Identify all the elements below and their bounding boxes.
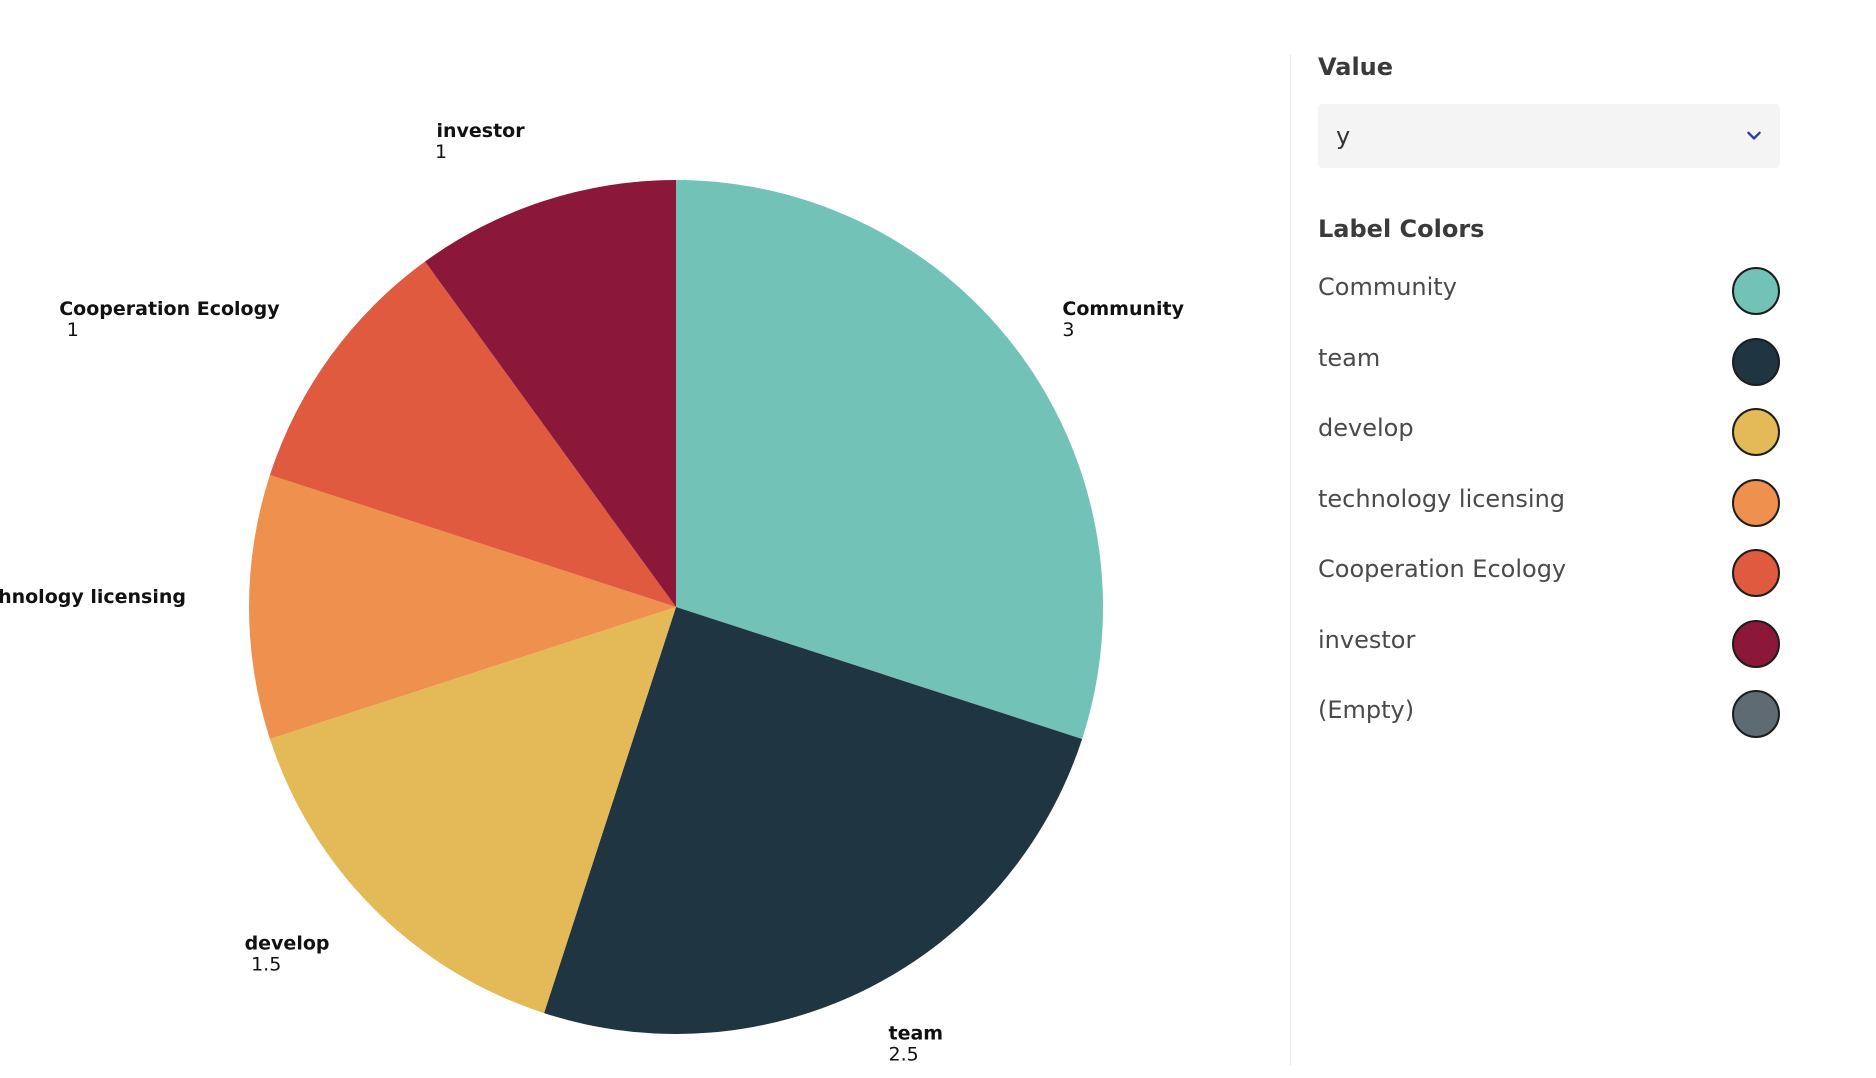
color-swatch[interactable] xyxy=(1732,408,1780,457)
legend-label: technology licensing xyxy=(1318,484,1566,513)
slice-label-name: Community xyxy=(1062,298,1184,320)
legend-label: investor xyxy=(1318,625,1416,654)
color-swatch[interactable] xyxy=(1732,267,1780,316)
slice-label: technology licensing1 xyxy=(0,586,186,608)
slice-label-name: investor xyxy=(436,120,525,142)
legend-item: team xyxy=(1318,327,1780,398)
slice-label-name: technology licensing xyxy=(0,586,186,608)
value-select-current: y xyxy=(1336,122,1351,150)
legend-label: (Empty) xyxy=(1318,696,1415,725)
color-swatch[interactable] xyxy=(1732,690,1780,739)
pie-slice-technology-licensing[interactable] xyxy=(249,475,677,739)
slice-label-value: 2.5 xyxy=(889,1044,919,1066)
slice-label-name: team xyxy=(889,1023,944,1045)
color-swatch[interactable] xyxy=(1732,478,1780,527)
legend-item: Community xyxy=(1318,256,1780,327)
slice-label-value: 3 xyxy=(1062,319,1074,341)
slice-label-name: Cooperation Ecology xyxy=(59,298,280,320)
label-colors-title: Label Colors xyxy=(1318,215,1485,243)
legend-item: investor xyxy=(1318,609,1780,680)
settings-panel: Value y Label Colors Community team deve… xyxy=(1318,50,1780,750)
legend-label: team xyxy=(1318,343,1381,372)
value-section-title: Value xyxy=(1318,53,1394,81)
label-colors-list: Community team develop technology licens… xyxy=(1318,256,1780,750)
color-swatch[interactable] xyxy=(1732,549,1780,598)
slice-label-name: develop xyxy=(245,933,330,955)
legend-item: technology licensing xyxy=(1318,468,1780,539)
pie-slice-cooperation-ecology[interactable] xyxy=(269,261,676,607)
slice-label-value: 1 xyxy=(435,141,447,163)
pie-slice-investor[interactable] xyxy=(425,180,676,607)
legend-item: develop xyxy=(1318,397,1780,468)
chevron-down-icon xyxy=(1746,128,1762,144)
legend-item: (Empty) xyxy=(1318,679,1780,750)
pie-slice-community[interactable] xyxy=(676,180,1103,739)
legend-item: Cooperation Ecology xyxy=(1318,538,1780,609)
color-swatch[interactable] xyxy=(1732,337,1780,386)
legend-label: Cooperation Ecology xyxy=(1318,555,1567,584)
pie-slice-develop[interactable] xyxy=(269,607,676,1014)
color-swatch[interactable] xyxy=(1732,619,1780,668)
pie-slice-team[interactable] xyxy=(544,607,1083,1034)
value-select[interactable]: y xyxy=(1318,104,1780,168)
slice-label-value: 1.5 xyxy=(251,954,281,976)
legend-label: develop xyxy=(1318,414,1414,443)
legend-label: Community xyxy=(1318,273,1457,302)
panel-divider xyxy=(1290,55,1291,1065)
slice-label-value: 1 xyxy=(67,319,79,341)
